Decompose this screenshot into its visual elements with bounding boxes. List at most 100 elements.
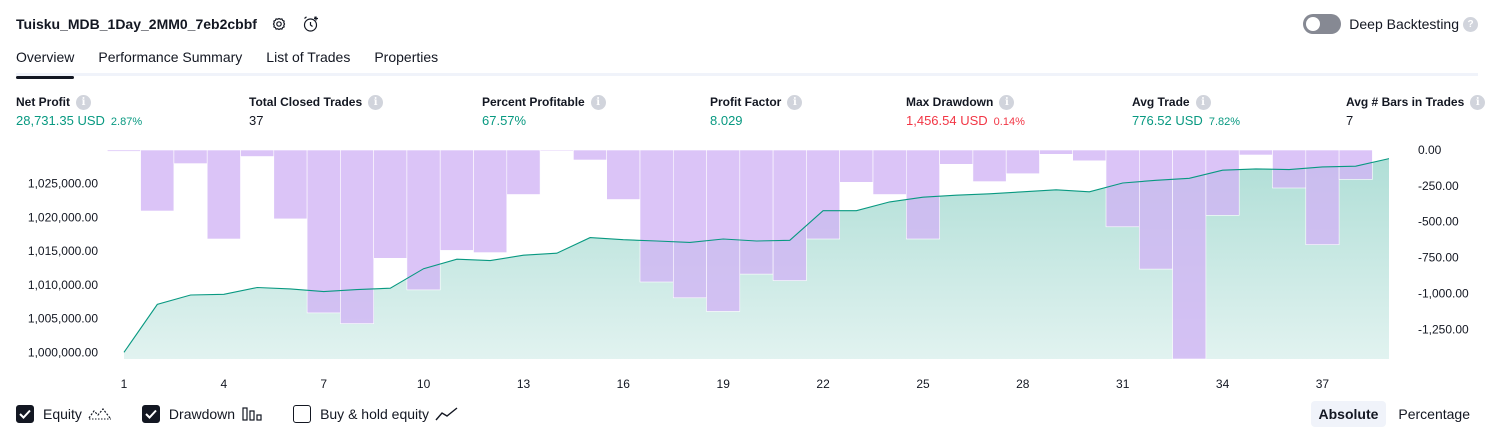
- left-axis-tick: 1,005,000.00: [28, 312, 98, 326]
- scale-percentage-button[interactable]: Percentage: [1398, 406, 1470, 422]
- drawdown-bar[interactable]: [1039, 149, 1074, 155]
- scale-absolute-button[interactable]: Absolute: [1310, 401, 1387, 427]
- drawdown-bar[interactable]: [1072, 149, 1107, 162]
- metric-label: Max Drawdown i: [906, 94, 1025, 110]
- drawdown-bar[interactable]: [905, 149, 940, 240]
- metric-total-closed-trades: Total Closed Trades i 37: [249, 94, 384, 129]
- right-axis-tick: 0.00: [1418, 143, 1442, 157]
- equity-line[interactable]: [123, 158, 1390, 353]
- legend-drawdown[interactable]: Drawdown: [141, 405, 263, 423]
- drawdown-bar[interactable]: [939, 149, 974, 165]
- tab-properties[interactable]: Properties: [374, 49, 439, 65]
- info-icon[interactable]: i: [999, 94, 1015, 110]
- drawdown-bar[interactable]: [772, 149, 807, 281]
- legend-equity[interactable]: Equity: [16, 405, 112, 423]
- drawdown-bar[interactable]: [1338, 149, 1373, 180]
- drawdown-bar[interactable]: [373, 149, 408, 259]
- x-axis-tick: 31: [1116, 377, 1130, 391]
- drawdown-bar[interactable]: [206, 149, 241, 240]
- x-axis-tick: 22: [816, 377, 830, 391]
- metric-label-text: Avg # Bars in Trades: [1346, 95, 1465, 109]
- drawdown-bar[interactable]: [672, 149, 707, 299]
- metric-label-text: Net Profit: [16, 95, 70, 109]
- drawdown-bar[interactable]: [1105, 149, 1140, 228]
- x-axis-tick: 1: [121, 377, 128, 391]
- drawdown-bar[interactable]: [340, 149, 374, 324]
- info-icon[interactable]: i: [76, 94, 91, 110]
- metric-value-text: 28,731.35 USD: [16, 113, 105, 128]
- scale-switch: Absolute Percentage: [1307, 401, 1479, 427]
- metric-value-text: 37: [249, 113, 264, 128]
- tab-overview[interactable]: Overview: [16, 44, 75, 79]
- drawdown-bar[interactable]: [439, 149, 474, 251]
- deep-backtesting-toggle[interactable]: [1303, 14, 1342, 34]
- info-icon[interactable]: i: [1470, 94, 1486, 110]
- metric-percent: 7.82%: [1208, 116, 1241, 128]
- drawdown-bar[interactable]: [1305, 149, 1340, 245]
- info-icon[interactable]: i: [1195, 94, 1211, 110]
- drawdown-bar[interactable]: [107, 149, 141, 152]
- metric-label: Total Closed Trades i: [249, 94, 384, 110]
- drawdown-bar[interactable]: [573, 149, 608, 161]
- drawdown-bar[interactable]: [140, 149, 175, 212]
- drawdown-bar[interactable]: [539, 149, 574, 152]
- info-icon[interactable]: i: [590, 94, 606, 110]
- drawdown-bar[interactable]: [639, 149, 674, 283]
- drawdown-bar[interactable]: [273, 149, 308, 220]
- drawdown-checkbox[interactable]: [141, 405, 160, 423]
- drawdown-bar[interactable]: [1238, 149, 1273, 156]
- drawdown-bar[interactable]: [606, 149, 641, 200]
- help-icon[interactable]: ?: [1463, 16, 1478, 32]
- x-axis-tick: 13: [517, 377, 531, 391]
- settings-icon[interactable]: [269, 14, 289, 34]
- drawdown-bar[interactable]: [872, 149, 907, 195]
- legend-buy-hold-equity[interactable]: Buy & hold equity: [293, 405, 459, 423]
- drawdown-bar[interactable]: [1139, 149, 1173, 270]
- drawdown-bar[interactable]: [406, 149, 441, 291]
- deep-backtesting: Deep Backtesting ?: [1303, 12, 1478, 36]
- metric-label-text: Percent Profitable: [482, 95, 585, 109]
- x-axis-tick: 19: [717, 377, 731, 391]
- tab-list-of-trades[interactable]: List of Trades: [266, 49, 351, 65]
- drawdown-bar[interactable]: [806, 149, 841, 240]
- drawdown-bar[interactable]: [1205, 149, 1240, 216]
- drawdown-bar[interactable]: [839, 149, 874, 183]
- drawdown-bar[interactable]: [1172, 149, 1207, 360]
- drawdown-bar[interactable]: [473, 149, 508, 253]
- x-axis-tick: 10: [417, 377, 431, 391]
- info-icon[interactable]: i: [368, 94, 384, 110]
- drawdown-bar[interactable]: [306, 149, 341, 314]
- right-axis-tick: -750.00: [1418, 251, 1459, 265]
- left-axis-tick: 1,020,000.00: [28, 210, 98, 224]
- info-icon[interactable]: i: [787, 94, 803, 110]
- equity-checkbox[interactable]: [16, 405, 34, 423]
- metric-net-profit: Net Profit i 28,731.35 USD 2.87%: [16, 94, 142, 129]
- metric-value: 37: [249, 113, 383, 129]
- x-axis-tick: 34: [1216, 377, 1230, 391]
- metric-value: 1,456.54 USD 0.14%: [906, 113, 1025, 129]
- drawdown-bar[interactable]: [706, 149, 741, 312]
- metric-max-drawdown: Max Drawdown i 1,456.54 USD 0.14%: [906, 94, 1025, 129]
- drawdown-bar[interactable]: [506, 149, 541, 195]
- metric-label: Avg Trade i: [1132, 94, 1240, 110]
- metric-label-text: Total Closed Trades: [249, 95, 363, 109]
- drawdown-bar[interactable]: [739, 149, 774, 275]
- drawdown-bar[interactable]: [972, 149, 1007, 182]
- left-axis-tick: 1,015,000.00: [28, 244, 98, 258]
- left-axis-tick: 1,010,000.00: [28, 278, 98, 292]
- right-axis-tick: -250.00: [1418, 179, 1459, 193]
- drawdown-bar[interactable]: [173, 149, 208, 164]
- alert-add-icon[interactable]: [301, 14, 321, 34]
- deep-backtesting-label: Deep Backtesting: [1349, 16, 1459, 32]
- drawdown-bar[interactable]: [1005, 149, 1040, 175]
- legend-label: Buy & hold equity: [320, 406, 430, 422]
- metric-label-text: Avg Trade: [1132, 95, 1190, 109]
- buy-hold-equity-checkbox[interactable]: [293, 405, 312, 423]
- drawdown-bar[interactable]: [240, 149, 275, 157]
- left-axis-tick: 1,025,000.00: [28, 177, 98, 191]
- metric-value-text: 776.52 USD: [1132, 113, 1203, 128]
- equity-drawdown-chart: 1,000,000.00 1,005,000.00 1,010,000.00 1,01…: [28, 143, 1469, 391]
- right-axis-tick: -1,000.00: [1418, 287, 1469, 301]
- drawdown-bars-icon: [241, 406, 263, 422]
- tab-performance-summary[interactable]: Performance Summary: [98, 49, 243, 65]
